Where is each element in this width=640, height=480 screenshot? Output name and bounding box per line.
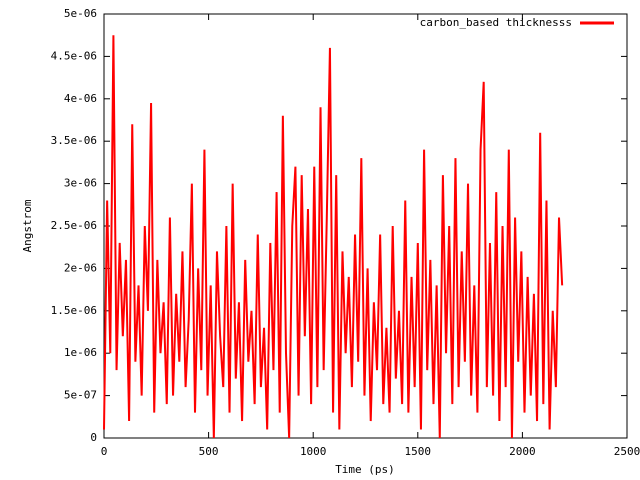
y-tick-label: 5e-06 bbox=[64, 7, 97, 20]
x-tick-label: 2000 bbox=[509, 445, 536, 458]
y-tick-label: 3.5e-06 bbox=[51, 134, 97, 147]
data-line bbox=[103, 35, 564, 439]
x-tick-label: 500 bbox=[199, 445, 219, 458]
legend-label: carbon_based thicknesss bbox=[420, 16, 572, 29]
y-tick-label: 4e-06 bbox=[64, 92, 97, 105]
y-tick-label: 1e-06 bbox=[64, 346, 97, 359]
x-tick-label: 0 bbox=[101, 445, 108, 458]
y-tick-label: 3e-06 bbox=[64, 177, 97, 190]
y-tick-label: 1.5e-06 bbox=[51, 304, 97, 317]
y-tick-label: 5e-07 bbox=[64, 389, 97, 402]
x-tick-label: 2500 bbox=[614, 445, 640, 458]
x-tick-label: 1000 bbox=[300, 445, 327, 458]
y-axis-label: Angstrom bbox=[21, 199, 34, 252]
x-axis-label: Time (ps) bbox=[335, 463, 395, 476]
x-tick-label: 1500 bbox=[405, 445, 432, 458]
y-tick-label: 0 bbox=[90, 431, 97, 444]
y-tick-label: 2e-06 bbox=[64, 261, 97, 274]
y-tick-label: 4.5e-06 bbox=[51, 49, 97, 62]
y-tick-label: 2.5e-06 bbox=[51, 219, 97, 232]
